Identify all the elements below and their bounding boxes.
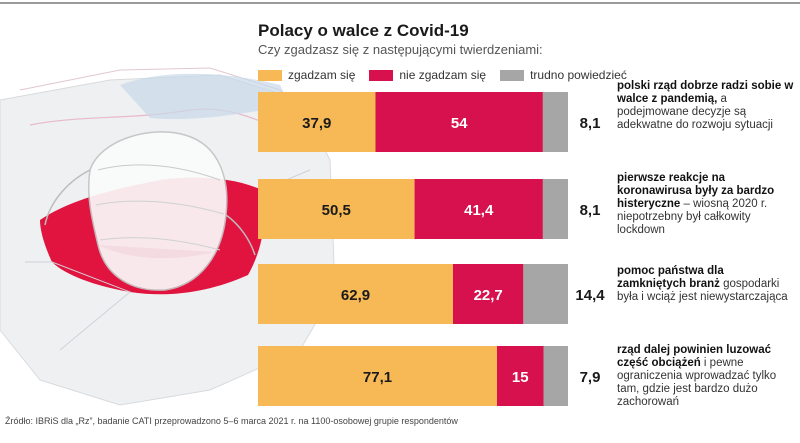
legend-label-disagree: nie zgadzam się <box>399 68 487 82</box>
poland-map-illustration <box>0 67 336 406</box>
value-label-4-disagree: 15 <box>512 369 529 386</box>
bar-4-hard-to-say <box>543 346 568 406</box>
source-note: Źródło: IBRiS dla „Rz”, badanie CATI prz… <box>5 416 458 426</box>
legend-swatch-agree <box>258 69 282 81</box>
value-label-4-agree: 77,1 <box>363 369 392 386</box>
bar-1-disagree <box>375 92 543 152</box>
value-label-3-disagree: 22,7 <box>474 287 503 304</box>
bar-1-agree <box>258 92 376 152</box>
legend-label-hard-to-say: trudno powiedzieć <box>530 68 627 82</box>
statement-4-rest: i pewne ograniczenia wprowadzać tylko ta… <box>617 357 777 408</box>
statement-3: pomoc państwa dla zamkniętych branż gosp… <box>617 265 795 304</box>
value-label-2-disagree: 41,4 <box>464 202 494 219</box>
statement-2-rest: – wiosną 2020 r. niepotrzebny był całkow… <box>617 198 768 236</box>
bar-4-agree <box>258 346 498 406</box>
top-rule <box>0 2 800 4</box>
bar-3-disagree <box>452 264 524 324</box>
chart-subtitle: Czy zgadzasz się z następującymi twierdz… <box>258 42 543 57</box>
value-label-2-hard-to-say: 8,1 <box>580 202 601 219</box>
legend-item-hard-to-say: trudno powiedzieć <box>500 68 627 82</box>
value-label-1-disagree: 54 <box>451 115 468 132</box>
chart-title: Polacy o walce z Covid-19 <box>258 21 469 40</box>
statement-2: pierwsze reakcje na koronawirusa były za… <box>617 172 795 237</box>
bar-4-disagree <box>497 346 544 406</box>
statement-4: rząd dalej powinien luzować część obciąż… <box>617 344 795 409</box>
value-label-2-agree: 50,5 <box>322 202 351 219</box>
bar-3-agree <box>258 264 453 324</box>
bar-1-hard-to-say <box>542 92 568 152</box>
legend-swatch-hard-to-say <box>500 69 525 81</box>
statement-2-bold: pierwsze reakcje na koronawirusa były za… <box>617 172 775 210</box>
statement-1-rest: a podejmowane decyzje są adekwatne do ro… <box>617 93 773 131</box>
value-label-1-agree: 37,9 <box>302 115 331 132</box>
legend-item-disagree: nie zgadzam się <box>369 68 486 82</box>
bar-3-hard-to-say <box>523 264 568 324</box>
statement-1: polski rząd dobrze radzi sobie w walce z… <box>617 80 795 132</box>
bar-2-disagree <box>414 179 543 239</box>
legend-label-agree: zgadzam się <box>288 68 356 82</box>
chart-legend: zgadzam się nie zgadzam się trudno powie… <box>258 66 641 84</box>
bar-2-hard-to-say <box>542 179 568 239</box>
statement-4-bold: rząd dalej powinien luzować część obciąż… <box>617 344 771 369</box>
statement-3-bold: pomoc państwa dla zamkniętych branż <box>617 265 724 290</box>
legend-swatch-disagree <box>369 69 394 81</box>
bar-2-agree <box>258 179 415 239</box>
value-label-3-hard-to-say: 14,4 <box>575 287 605 304</box>
statement-1-bold: polski rząd dobrze radzi sobie w walce z… <box>617 80 794 105</box>
legend-item-agree: zgadzam się <box>258 68 355 82</box>
value-label-1-hard-to-say: 8,1 <box>580 115 601 132</box>
value-label-4-hard-to-say: 7,9 <box>580 369 601 386</box>
statement-3-rest: gospodarki była i wciąż jest niewystarcz… <box>617 278 788 303</box>
value-label-3-agree: 62,9 <box>341 287 370 304</box>
